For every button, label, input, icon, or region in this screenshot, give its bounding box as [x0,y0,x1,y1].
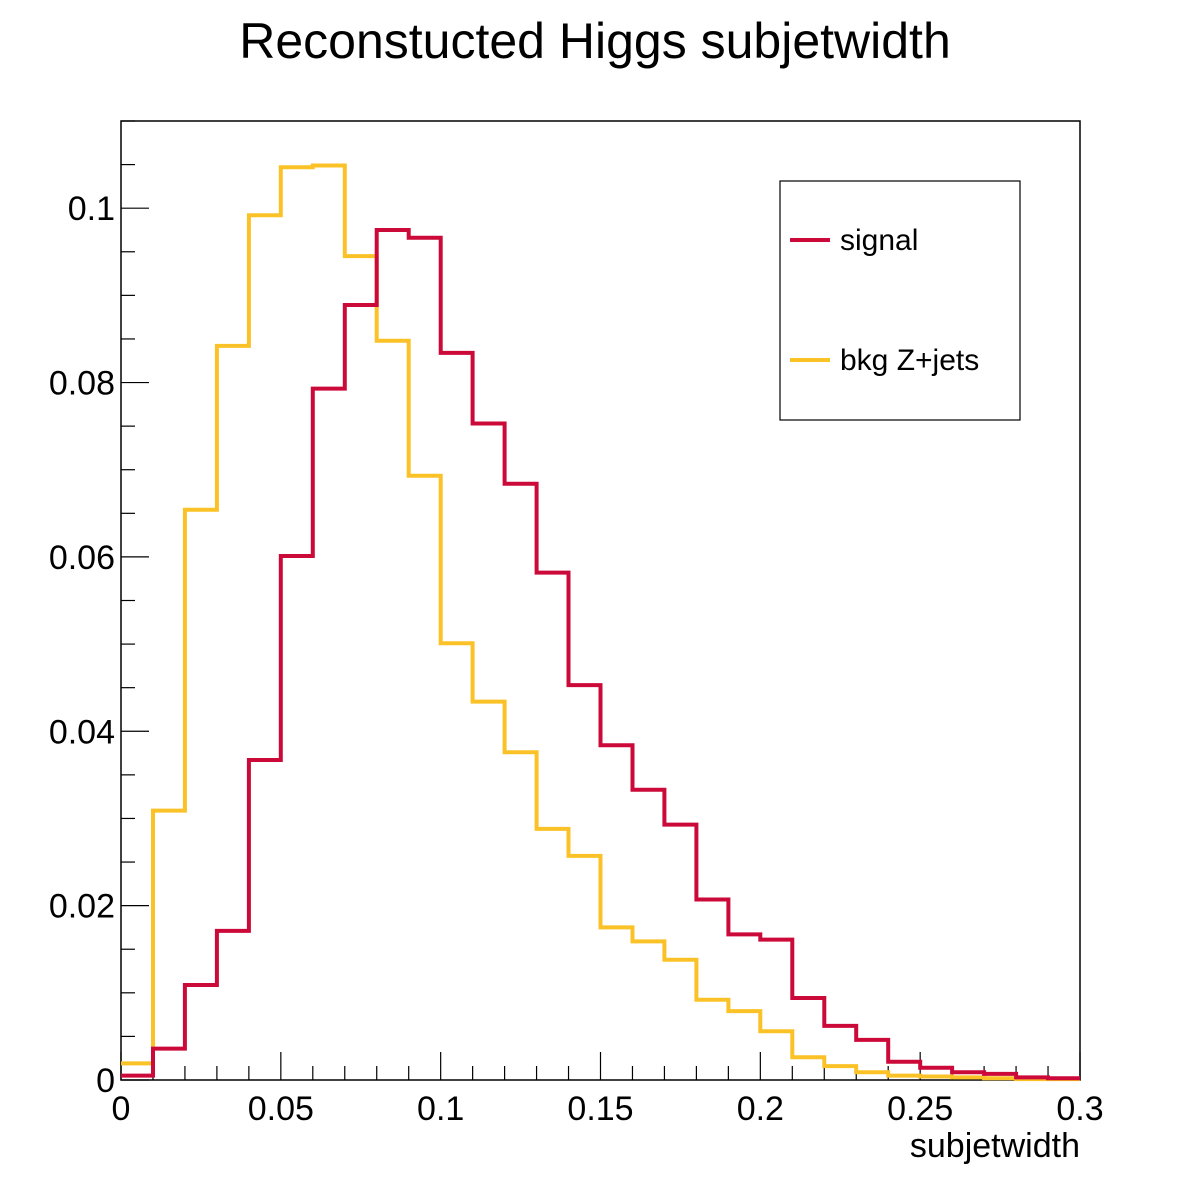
y-tick-label: 0.02 [49,888,115,926]
y-tick-label: 0.06 [49,539,115,577]
y-tick-label: 0.08 [49,365,115,403]
x-tick-label: 0.3 [1056,1090,1103,1128]
x-tick-label: 0 [112,1090,131,1128]
x-tick-label: 0.2 [737,1090,784,1128]
series-line-signal [121,228,1080,1081]
legend: signal bkg Z+jets [779,180,1021,421]
y-tick-label: 0.1 [68,190,115,228]
x-axis: 0 0.05 0.1 0.15 0.2 0.25 0.3 [112,1052,1104,1128]
legend-label: bkg Z+jets [840,344,979,377]
series-group [121,163,1080,1082]
legend-box [779,180,1021,421]
chart-title: Reconstucted Higgs subjetwidth [239,13,951,69]
x-tick-label: 0.05 [248,1090,314,1128]
series-line-bkg-zjets [121,163,1080,1082]
legend-entries: signal bkg Z+jets [790,224,979,377]
x-tick-label: 0.15 [567,1090,633,1128]
y-tick-label: 0 [96,1062,115,1100]
y-tick-label: 0.04 [49,713,115,751]
y-axis: 0 0.02 0.04 0.06 0.08 0.1 [49,120,149,1100]
x-axis-title: subjetwidth [910,1127,1080,1165]
x-tick-label: 0.25 [887,1090,953,1128]
x-tick-label: 0.1 [417,1090,464,1128]
legend-label: signal [840,224,918,257]
